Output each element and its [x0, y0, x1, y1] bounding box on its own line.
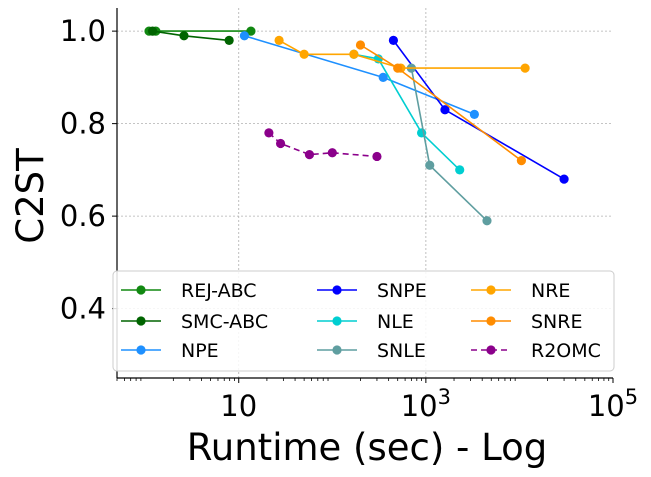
- legend-marker: [486, 345, 496, 355]
- data-point-snpe: [388, 35, 399, 45]
- data-point-nre: [274, 35, 284, 45]
- x-axis-title: Runtime (sec) - Log: [187, 426, 548, 469]
- data-point-r2omc: [275, 138, 286, 149]
- legend-item: SNRE: [471, 311, 582, 333]
- series-smc-abc: [147, 26, 234, 45]
- series-snpe: [388, 35, 569, 184]
- series-line-smc-abc: [152, 30, 230, 42]
- series-snre: [355, 40, 527, 166]
- data-point-snre: [516, 156, 527, 166]
- data-point-snre: [393, 63, 403, 73]
- legend-item: REJ-ABC: [121, 280, 257, 302]
- data-point-r2omc: [372, 151, 382, 162]
- legend-marker: [486, 316, 496, 326]
- y-tick-label: 0.8: [60, 107, 106, 141]
- legend-marker: [136, 345, 146, 355]
- legend-item: NLE: [317, 311, 414, 333]
- legend-item: SNPE: [317, 280, 427, 302]
- legend: REJ-ABC SMC-ABC NPE SNPE NLE SNLE NRE SNRE R2OMC: [112, 270, 615, 372]
- legend-item: SMC-ABC: [121, 311, 268, 333]
- series-snle: [406, 63, 492, 226]
- data-point-nre: [349, 49, 359, 59]
- series-line-nle: [353, 53, 461, 171]
- legend-label: R2OMC: [531, 340, 601, 362]
- data-point-snle: [425, 160, 435, 170]
- data-point-snpe: [559, 174, 569, 184]
- legend-label: REJ-ABC: [181, 280, 257, 302]
- series-r2omc: [264, 128, 382, 162]
- data-point-nre: [520, 63, 530, 73]
- legend-label: NPE: [181, 340, 219, 362]
- data-point-rej-abc: [246, 26, 256, 36]
- tick-layer: 10 103 105 0.4 0.6 0.8 1.0: [60, 14, 638, 423]
- data-point-snre: [355, 40, 366, 50]
- data-point-r2omc: [304, 150, 315, 160]
- x-tick-label: 103: [401, 385, 451, 423]
- legend-marker: [332, 285, 342, 295]
- series-line-snre: [360, 44, 522, 162]
- data-point-npe: [469, 109, 479, 119]
- series-nre: [274, 35, 530, 73]
- legend-item: NPE: [121, 340, 219, 362]
- data-point-snle: [482, 216, 492, 226]
- data-point-r2omc: [327, 148, 337, 158]
- legend-item: SNLE: [317, 340, 426, 362]
- series-line-r2omc: [268, 132, 377, 158]
- series-layer: [144, 26, 569, 226]
- data-point-npe: [239, 31, 250, 41]
- legend-label: SNLE: [377, 340, 426, 362]
- data-point-smc-abc: [147, 26, 158, 36]
- data-point-nre: [299, 49, 309, 59]
- legend-marker: [136, 316, 146, 326]
- x-tick-label: 105: [588, 385, 638, 423]
- legend-label: NLE: [377, 311, 414, 333]
- data-point-npe: [378, 72, 388, 82]
- legend-label: SNRE: [531, 311, 582, 333]
- data-point-r2omc: [264, 128, 274, 138]
- legend-item: R2OMC: [471, 340, 601, 362]
- legend-label: NRE: [531, 280, 570, 302]
- legend-label: SNPE: [377, 280, 427, 302]
- legend-marker: [136, 285, 146, 295]
- x-tick-label: 10: [220, 389, 257, 423]
- series-line-snle: [410, 67, 488, 222]
- data-point-nle: [455, 165, 465, 175]
- y-tick-label: 1.0: [60, 14, 106, 48]
- y-tick-label: 0.6: [60, 199, 106, 233]
- legend-marker: [332, 345, 342, 355]
- data-point-smc-abc: [224, 35, 234, 45]
- legend-item: NRE: [471, 280, 570, 302]
- series-rej-abc: [144, 26, 256, 36]
- legend-marker: [332, 316, 342, 326]
- y-axis-title: C2ST: [9, 148, 52, 244]
- data-point-smc-abc: [179, 31, 189, 41]
- y-tick-label: 0.4: [60, 292, 106, 326]
- data-point-snpe: [440, 105, 450, 115]
- legend-label: SMC-ABC: [181, 311, 268, 333]
- legend-marker: [486, 285, 496, 295]
